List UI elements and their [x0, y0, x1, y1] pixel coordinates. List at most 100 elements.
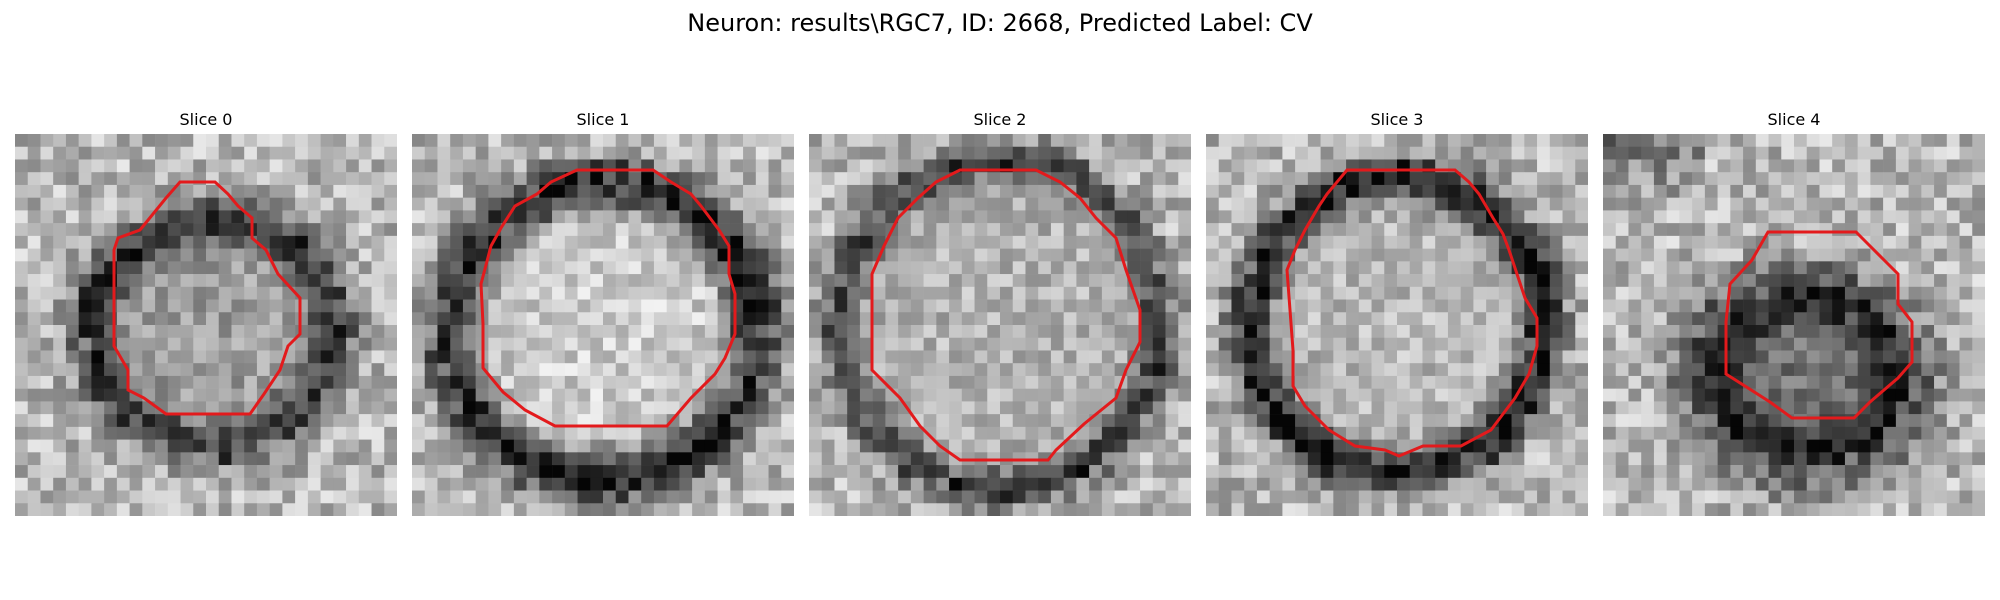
pixel	[1730, 312, 1744, 326]
pixel	[40, 452, 54, 466]
pixel	[295, 465, 309, 479]
pixel	[1140, 197, 1154, 211]
pixel	[1832, 477, 1846, 491]
pixel	[142, 286, 156, 300]
pixel	[1908, 363, 1922, 377]
pixel	[1089, 134, 1103, 148]
pixel	[872, 401, 886, 415]
pixel	[1666, 146, 1680, 160]
pixel	[1295, 210, 1309, 224]
pixel	[781, 465, 794, 479]
pixel	[1653, 248, 1667, 262]
pixel	[1679, 134, 1693, 148]
pixel	[949, 439, 963, 453]
pixel	[1473, 439, 1487, 453]
pixel	[1743, 452, 1757, 466]
pixel	[1371, 388, 1385, 402]
pixel	[1089, 261, 1103, 275]
pixel	[450, 197, 464, 211]
pixel	[1615, 159, 1629, 173]
pixel	[653, 375, 667, 389]
pixel	[1575, 210, 1588, 224]
pixel	[78, 248, 92, 262]
pixel	[872, 159, 886, 173]
pixel	[1397, 286, 1411, 300]
pixel	[1666, 223, 1680, 237]
pixel	[27, 375, 41, 389]
pixel	[1422, 414, 1436, 428]
pixel	[1615, 286, 1629, 300]
pixel	[1946, 312, 1960, 326]
pixel	[1832, 146, 1846, 160]
pixel	[244, 146, 258, 160]
pixel	[282, 426, 296, 440]
pixel	[1038, 337, 1052, 351]
pixel	[1666, 261, 1680, 275]
pixel	[1641, 312, 1655, 326]
pixel	[743, 172, 757, 186]
pixel	[717, 439, 731, 453]
pixel	[1422, 375, 1436, 389]
pixel	[1333, 414, 1347, 428]
pixel	[641, 235, 655, 249]
pixel	[809, 261, 823, 275]
pixel	[1114, 299, 1128, 313]
pixel	[1320, 350, 1334, 364]
pixel	[1511, 439, 1525, 453]
pixel	[755, 477, 769, 491]
pixel	[1730, 172, 1744, 186]
pixel	[1615, 388, 1629, 402]
pixel	[987, 172, 1001, 186]
pixel	[1692, 401, 1706, 415]
pixel	[1447, 197, 1461, 211]
pixel	[1012, 134, 1026, 148]
pixel	[1460, 261, 1474, 275]
pixel	[1562, 375, 1576, 389]
pixel	[1641, 146, 1655, 160]
pixel	[129, 286, 143, 300]
pixel	[1603, 184, 1617, 198]
pixel	[1908, 401, 1922, 415]
pixel	[231, 490, 245, 504]
pixel	[1615, 439, 1629, 453]
pixel	[1972, 223, 1985, 237]
pixel	[40, 375, 54, 389]
pixel	[1152, 235, 1166, 249]
pixel	[1333, 146, 1347, 160]
pixel	[859, 210, 873, 224]
pixel	[1244, 159, 1258, 173]
pixel	[1679, 337, 1693, 351]
pixel	[1486, 184, 1500, 198]
pixel	[1679, 210, 1693, 224]
pixel	[1165, 325, 1179, 339]
pixel	[1218, 223, 1232, 237]
pixel	[1282, 465, 1296, 479]
pixel	[295, 363, 309, 377]
pixel	[1012, 261, 1026, 275]
pixel	[475, 452, 489, 466]
pixel	[923, 286, 937, 300]
pixel	[1934, 210, 1948, 224]
pixel	[755, 159, 769, 173]
pixel	[1562, 325, 1576, 339]
pixel	[15, 414, 29, 428]
pixel	[307, 337, 321, 351]
pixel	[1883, 465, 1897, 479]
pixel	[1231, 146, 1245, 160]
pixel	[1549, 197, 1563, 211]
pixel	[1422, 426, 1436, 440]
pixel	[129, 248, 143, 262]
pixel	[821, 439, 835, 453]
pixel	[552, 312, 566, 326]
pixel	[1575, 477, 1588, 491]
pixel	[116, 184, 130, 198]
pixel	[358, 337, 372, 351]
pixel	[1832, 350, 1846, 364]
pixel	[256, 134, 270, 148]
pixel	[1038, 210, 1052, 224]
pixel	[244, 503, 258, 516]
pixel	[1653, 325, 1667, 339]
pixel	[1460, 274, 1474, 288]
pixel	[1895, 465, 1909, 479]
pixel	[1206, 184, 1220, 198]
